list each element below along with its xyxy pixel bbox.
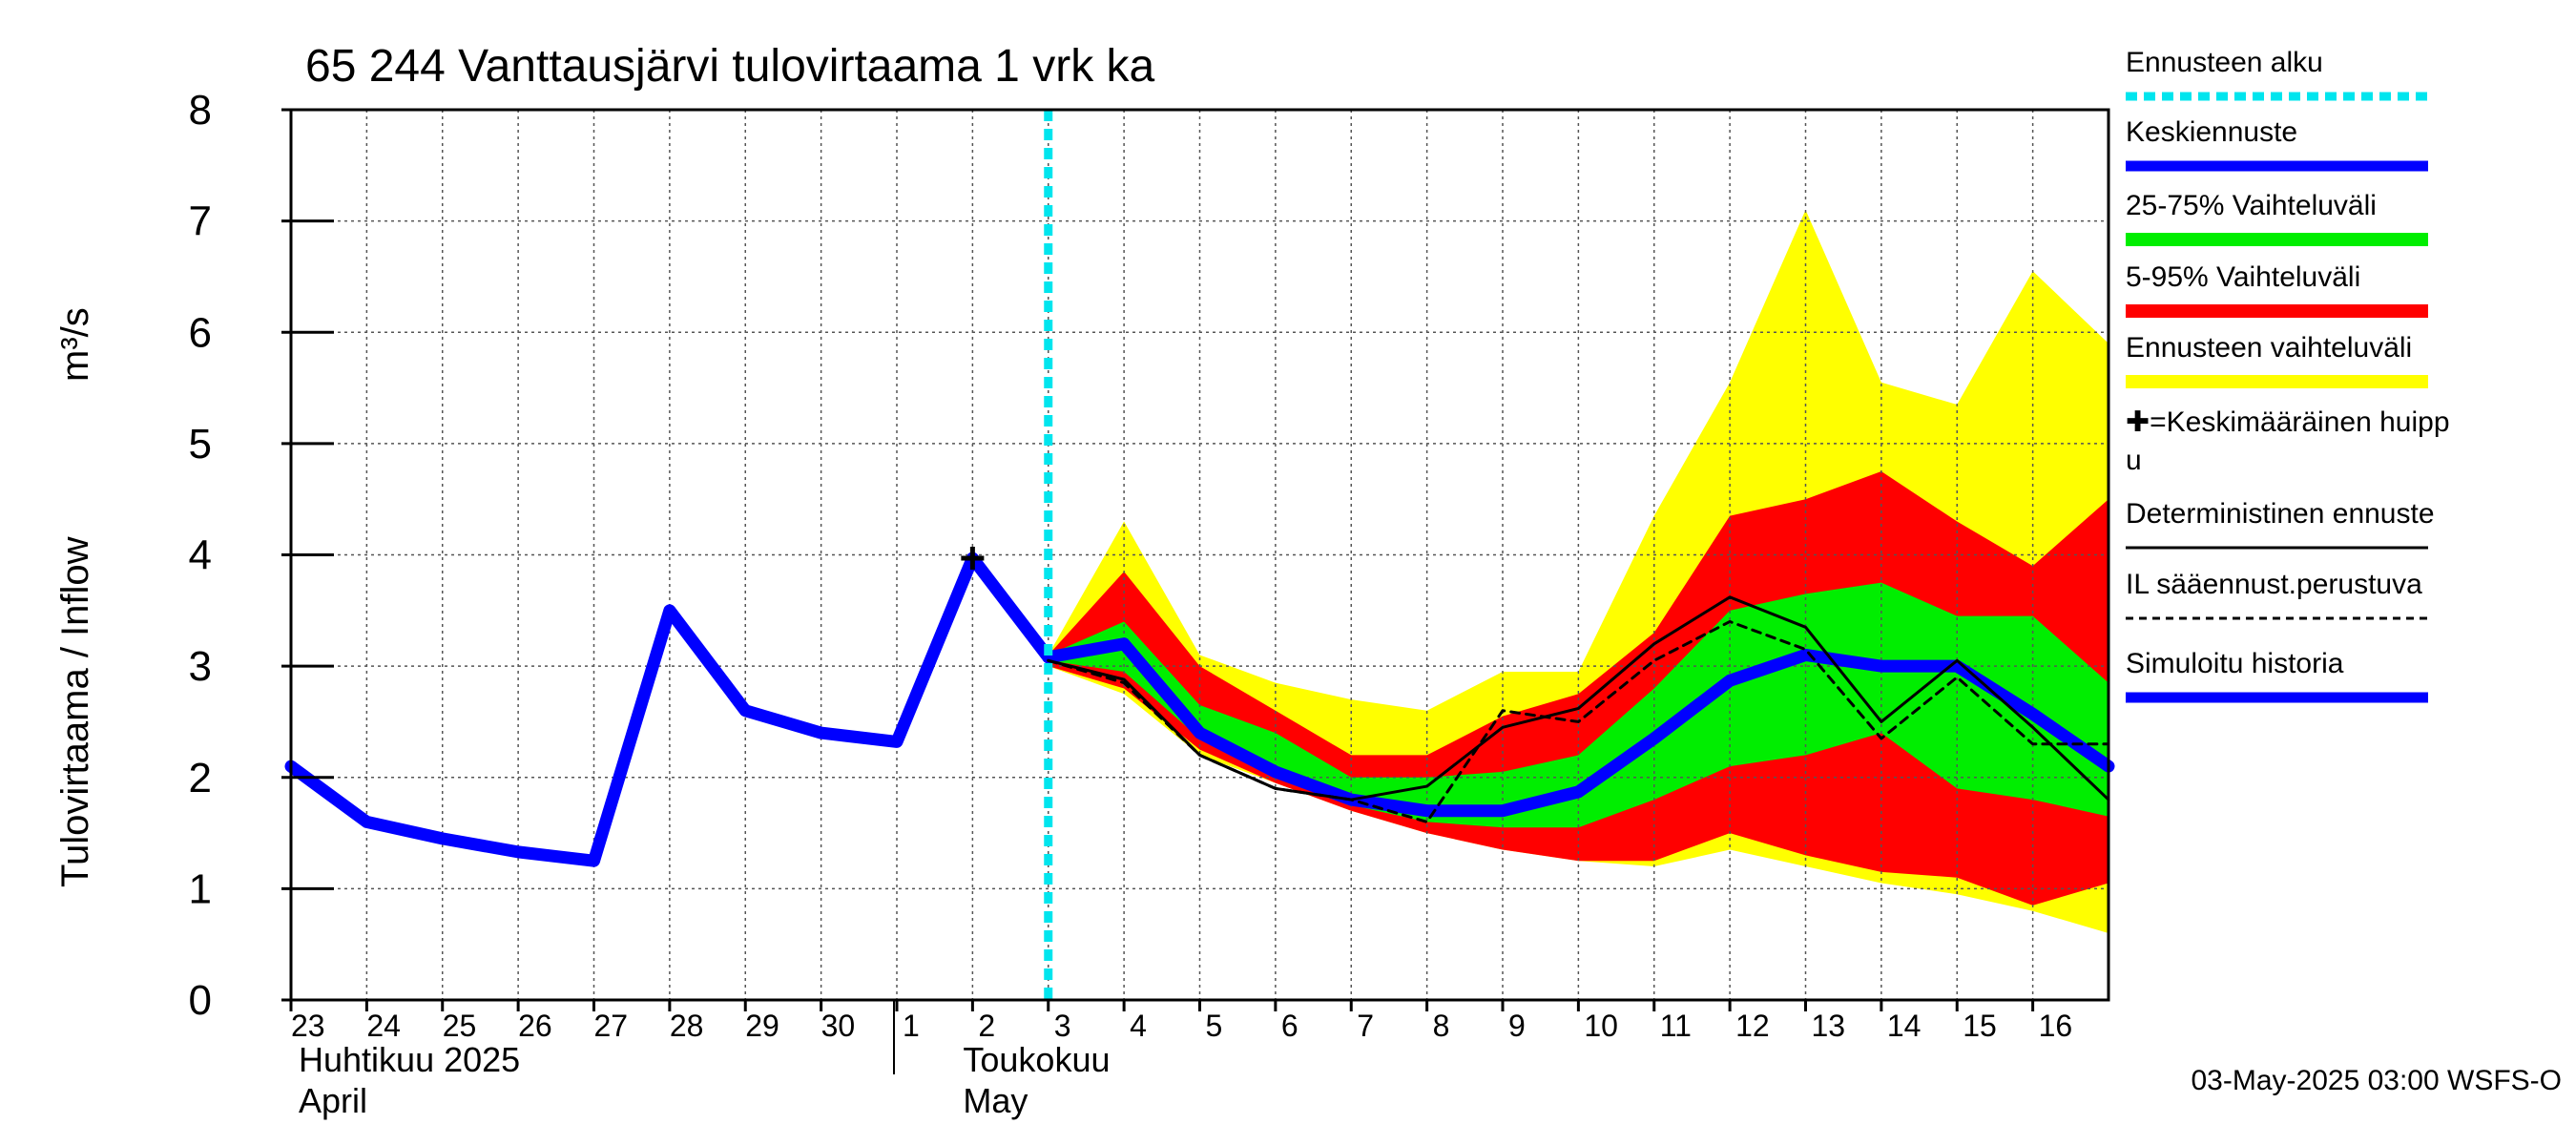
y-tick-label-7: 7 [189, 198, 212, 245]
x-tick-label-3: 26 [518, 1009, 552, 1043]
x-tick-label-15: 8 [1433, 1009, 1450, 1043]
legend-label-3: 5-95% Vaihteluväli [2126, 261, 2360, 293]
x-tick-label-21: 14 [1887, 1009, 1922, 1043]
y-axis-label: Tulovirtaama / Inflow [54, 536, 96, 887]
band-2 [1048, 582, 2109, 828]
y-tick-label-2: 2 [189, 755, 212, 802]
x-tick-label-7: 30 [821, 1009, 856, 1043]
y-tick-label-0: 0 [189, 977, 212, 1024]
x-tick-label-19: 12 [1735, 1009, 1770, 1043]
peak-marker [961, 546, 985, 570]
legend-label-5: ✚=Keskimääräinen huipp [2126, 406, 2450, 438]
x-tick-label-18: 11 [1660, 1009, 1692, 1043]
bands-layer [1048, 209, 2109, 934]
y-tick-label-4: 4 [189, 532, 212, 579]
series-line-0 [284, 552, 1055, 867]
legend-label-8: Simuloitu historia [2126, 648, 2344, 679]
x-tick-label-1: 24 [366, 1009, 401, 1043]
y-tick-label-3: 3 [189, 643, 212, 690]
x-tick-label-12: 5 [1206, 1009, 1223, 1043]
legend-label-1: Keskiennuste [2126, 116, 2297, 148]
legend: Ennusteen alku Keskiennuste 25-75% Vaihtel… [2126, 47, 2450, 703]
x-tick-label-17: 10 [1584, 1009, 1618, 1043]
series-line-1 [1042, 637, 2115, 818]
series-line-2 [1047, 595, 2110, 802]
x-tick-label-13: 6 [1281, 1009, 1298, 1043]
y-tick-label-5: 5 [189, 421, 212, 468]
x-tick-label-11: 4 [1130, 1009, 1147, 1043]
month-label-1-line2: May [963, 1081, 1028, 1120]
legend-label-0: Ennusteen alku [2126, 47, 2323, 78]
month-label-0-line2: April [299, 1081, 367, 1120]
x-tick-label-22: 15 [1963, 1009, 1997, 1043]
y-tick-label-8: 8 [189, 87, 212, 134]
y-tick-label-1: 1 [189, 865, 212, 912]
series-line-3 [1047, 619, 2110, 823]
legend-label-2: 25-75% Vaihteluväli [2126, 190, 2377, 221]
x-tick-label-4: 27 [594, 1009, 629, 1043]
legend-label-4: Ennusteen vaihteluväli [2126, 332, 2412, 364]
y-axis-unit: m³/s [54, 307, 96, 382]
x-tick-label-6: 29 [745, 1009, 779, 1043]
x-tick-label-9: 2 [978, 1009, 995, 1043]
x-tick-label-2: 25 [443, 1009, 477, 1043]
footer-timestamp: 03-May-2025 03:00 WSFS-O [2192, 1065, 2563, 1096]
x-tick-label-10: 3 [1054, 1009, 1071, 1043]
x-tick-label-8: 1 [903, 1009, 920, 1043]
legend-label-5-cont: u [2126, 445, 2142, 476]
chart-title: 65 244 Vanttausjärvi tulovirtaama 1 vrk … [305, 41, 1155, 92]
lines-layer [284, 110, 2115, 1000]
x-tick-label-20: 13 [1812, 1009, 1846, 1043]
x-tick-label-23: 16 [2039, 1009, 2073, 1043]
x-tick-label-0: 23 [291, 1009, 325, 1043]
band-1 [1048, 471, 2109, 906]
legend-label-6: Deterministinen ennuste [2126, 498, 2435, 530]
x-tick-label-14: 7 [1357, 1009, 1374, 1043]
month-label-0-line1: Huhtikuu 2025 [299, 1040, 520, 1079]
x-tick-label-5: 28 [670, 1009, 704, 1043]
x-tick-label-16: 9 [1508, 1009, 1526, 1043]
legend-label-7: IL sääennust.perustuva [2126, 569, 2422, 600]
month-label-1-line1: Toukokuu [963, 1040, 1110, 1079]
y-tick-label-6: 6 [189, 309, 212, 356]
